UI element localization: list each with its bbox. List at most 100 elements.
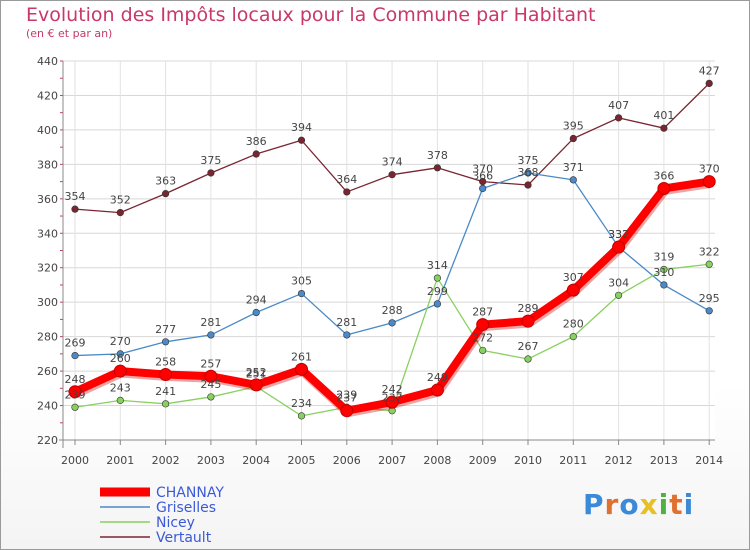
data-point bbox=[614, 114, 623, 122]
legend-label-channay: CHANNAY bbox=[156, 485, 224, 501]
data-point bbox=[207, 331, 215, 339]
data-label: 248 bbox=[65, 373, 86, 386]
data-label: 237 bbox=[382, 392, 403, 405]
data-point bbox=[388, 171, 396, 179]
y-tick-label: 220 bbox=[37, 434, 58, 447]
data-label: 252 bbox=[246, 366, 267, 379]
x-tick-label: 2009 bbox=[469, 454, 497, 467]
data-point bbox=[116, 396, 124, 404]
x-tick-label: 2000 bbox=[61, 454, 89, 467]
data-label: 310 bbox=[653, 266, 674, 279]
data-label: 287 bbox=[472, 306, 493, 319]
data-point bbox=[162, 190, 170, 198]
x-tick-label: 2007 bbox=[378, 454, 406, 467]
data-label: 314 bbox=[427, 259, 448, 272]
legend-label-vertault: Vertault bbox=[156, 530, 212, 546]
logo-letter: x bbox=[639, 488, 659, 521]
data-label: 352 bbox=[110, 194, 131, 207]
data-label: 245 bbox=[200, 378, 221, 391]
chart-subtitle: (en € et par an) bbox=[26, 27, 113, 40]
data-point bbox=[68, 385, 82, 399]
data-point bbox=[705, 260, 713, 268]
data-label: 305 bbox=[291, 275, 312, 288]
data-point bbox=[162, 338, 170, 346]
data-label: 370 bbox=[699, 163, 720, 176]
data-label: 261 bbox=[291, 350, 312, 363]
logo-letter: P bbox=[583, 488, 605, 521]
data-label: 288 bbox=[382, 304, 403, 317]
y-tick-label: 440 bbox=[37, 55, 58, 68]
proxiti-logo: Proxiti bbox=[583, 488, 694, 521]
data-label: 241 bbox=[155, 385, 176, 398]
data-label: 332 bbox=[608, 228, 629, 241]
data-label: 260 bbox=[110, 352, 131, 365]
data-label: 281 bbox=[200, 316, 221, 329]
data-point bbox=[660, 265, 668, 274]
data-label: 237 bbox=[336, 392, 357, 405]
data-point bbox=[702, 175, 716, 189]
data-label: 243 bbox=[110, 381, 131, 394]
y-tick-label: 420 bbox=[37, 89, 58, 102]
x-tick-label: 2003 bbox=[197, 454, 225, 467]
y-tick-label: 380 bbox=[37, 158, 58, 171]
data-point bbox=[521, 314, 535, 328]
data-point bbox=[660, 281, 668, 289]
data-point bbox=[569, 333, 577, 341]
data-point bbox=[71, 205, 79, 213]
data-label: 239 bbox=[65, 388, 86, 401]
x-tick-label: 2012 bbox=[605, 454, 633, 467]
data-point bbox=[116, 350, 124, 358]
data-point bbox=[116, 209, 124, 217]
data-label: 289 bbox=[518, 302, 539, 315]
data-point bbox=[295, 362, 308, 376]
y-tick-label: 280 bbox=[37, 331, 58, 344]
data-point bbox=[343, 331, 351, 339]
data-label: 294 bbox=[246, 294, 267, 307]
data-label: 332 bbox=[608, 228, 629, 241]
data-point bbox=[705, 79, 713, 87]
data-label: 267 bbox=[518, 340, 539, 353]
data-point bbox=[252, 150, 260, 158]
data-label: 366 bbox=[472, 169, 493, 182]
data-point bbox=[343, 188, 351, 196]
legend-label-griselles: Griselles bbox=[156, 500, 216, 516]
x-tick-label: 2002 bbox=[152, 454, 180, 467]
logo-letter: t bbox=[669, 488, 684, 521]
data-label: 239 bbox=[336, 388, 357, 401]
y-tick-label: 320 bbox=[37, 262, 58, 275]
chart-title: Evolution des Impôts locaux pour la Comm… bbox=[26, 4, 596, 26]
data-point bbox=[476, 318, 490, 332]
data-point bbox=[388, 319, 396, 327]
x-tick-label: 2010 bbox=[514, 454, 542, 467]
data-label: 407 bbox=[608, 99, 629, 112]
data-label: 269 bbox=[65, 337, 86, 350]
data-label: 242 bbox=[382, 383, 403, 396]
data-label: 371 bbox=[563, 161, 584, 174]
data-label: 281 bbox=[336, 316, 357, 329]
logo-letter: i bbox=[658, 488, 670, 521]
data-point bbox=[479, 184, 487, 193]
data-label: 395 bbox=[563, 120, 584, 133]
data-label: 394 bbox=[291, 121, 312, 134]
data-point bbox=[705, 307, 713, 315]
data-label: 378 bbox=[427, 149, 448, 162]
data-point bbox=[162, 400, 170, 408]
data-label: 375 bbox=[518, 154, 539, 167]
logo-letter: i bbox=[683, 488, 695, 521]
data-label: 375 bbox=[200, 154, 221, 167]
data-point bbox=[207, 393, 215, 401]
data-label: 258 bbox=[155, 356, 176, 369]
data-label: 364 bbox=[336, 173, 357, 186]
y-tick-label: 300 bbox=[37, 296, 58, 309]
data-label: 251 bbox=[246, 368, 267, 381]
x-tick-label: 2006 bbox=[333, 454, 361, 467]
data-point bbox=[657, 181, 671, 195]
data-point bbox=[340, 404, 354, 418]
data-label: 374 bbox=[382, 156, 403, 169]
data-label: 280 bbox=[563, 318, 584, 331]
data-label: 249 bbox=[427, 371, 448, 384]
y-tick-label: 340 bbox=[37, 227, 58, 240]
data-point bbox=[569, 176, 577, 184]
data-point bbox=[524, 181, 532, 189]
